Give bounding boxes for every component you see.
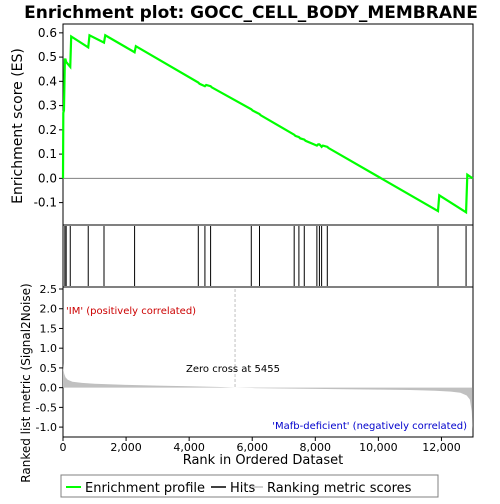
es-y-tick-label: 0.4 [38, 74, 57, 88]
ranked-metric-panel: -1.0 -0.5 0.0 0.5 1.0 1.5 2.0 2.5 0 2,000 4,000 6,… [19, 283, 474, 483]
metric-x-axis: 0 2,000 4,000 6,000 8,000 10,000 12,000 [60, 437, 461, 454]
metric-x-tick-label: 12,000 [422, 441, 461, 454]
hits-panel-frame [62, 224, 474, 288]
es-y-axis: -0.1 0.0 0.1 0.2 0.3 0.4 0.5 0.6 [34, 26, 63, 210]
metric-y-axis-label: Ranked list metric (Signal2Noise) [19, 283, 33, 482]
enrichment-profile-line [61, 33, 474, 215]
metric-y-tick-label: 1.0 [40, 342, 58, 355]
legend-hits-label: Hits [230, 481, 255, 496]
metric-x-tick-label: 8,000 [300, 441, 332, 454]
positive-annotation: 'IM' (positively correlated) [66, 306, 196, 317]
metric-x-tick-label: 0 [60, 441, 67, 454]
metric-x-axis-label: Rank in Ordered Dataset [183, 453, 344, 468]
chart-title: Enrichment plot: GOCC_CELL_BODY_MEMBRANE [24, 3, 478, 23]
es-y-tick-label: 0.6 [38, 26, 57, 40]
hits-panel [62, 224, 474, 288]
metric-y-tick-label: 0.0 [40, 382, 58, 395]
es-y-tick-label: 0.5 [38, 50, 57, 64]
metric-y-tick-label: 2.0 [40, 303, 58, 316]
es-y-axis-label: Enrichment score (ES) [10, 48, 26, 204]
legend: Enrichment profile Hits Ranking metric s… [60, 474, 439, 498]
enrichment-panel: -0.1 0.0 0.1 0.2 0.3 0.4 0.5 0.6 Enrichment sco… [10, 23, 474, 226]
metric-x-tick-label: 2,000 [110, 441, 142, 454]
es-y-tick-label: -0.1 [34, 196, 57, 210]
metric-x-tick-label: 6,000 [236, 441, 268, 454]
es-y-tick-label: 0.0 [38, 171, 57, 185]
metric-y-tick-label: 2.5 [40, 283, 58, 296]
ranked-metric-panel-frame [62, 286, 474, 438]
metric-y-axis: -1.0 -0.5 0.0 0.5 1.0 1.5 2.0 2.5 [36, 283, 63, 434]
metric-y-tick-label: -1.0 [36, 421, 57, 434]
es-y-tick-label: 0.1 [38, 147, 57, 161]
metric-y-tick-label: 0.5 [40, 362, 58, 375]
metric-y-tick-label: -0.5 [36, 401, 57, 414]
legend-enrichment-label: Enrichment profile [85, 481, 205, 496]
zero-cross-annotation: Zero cross at 5455 [186, 364, 280, 375]
metric-y-tick-label: 1.5 [40, 322, 58, 335]
es-y-tick-label: 0.3 [38, 99, 57, 113]
hit-markers [64, 226, 467, 286]
es-y-tick-label: 0.2 [38, 123, 57, 137]
legend-frame [60, 474, 439, 498]
metric-x-tick-label: 4,000 [173, 441, 205, 454]
metric-x-tick-label: 10,000 [359, 441, 398, 454]
legend-metric-label: Ranking metric scores [267, 481, 412, 496]
negative-annotation: 'Mafb-deficient' (negatively correlated) [272, 421, 467, 432]
